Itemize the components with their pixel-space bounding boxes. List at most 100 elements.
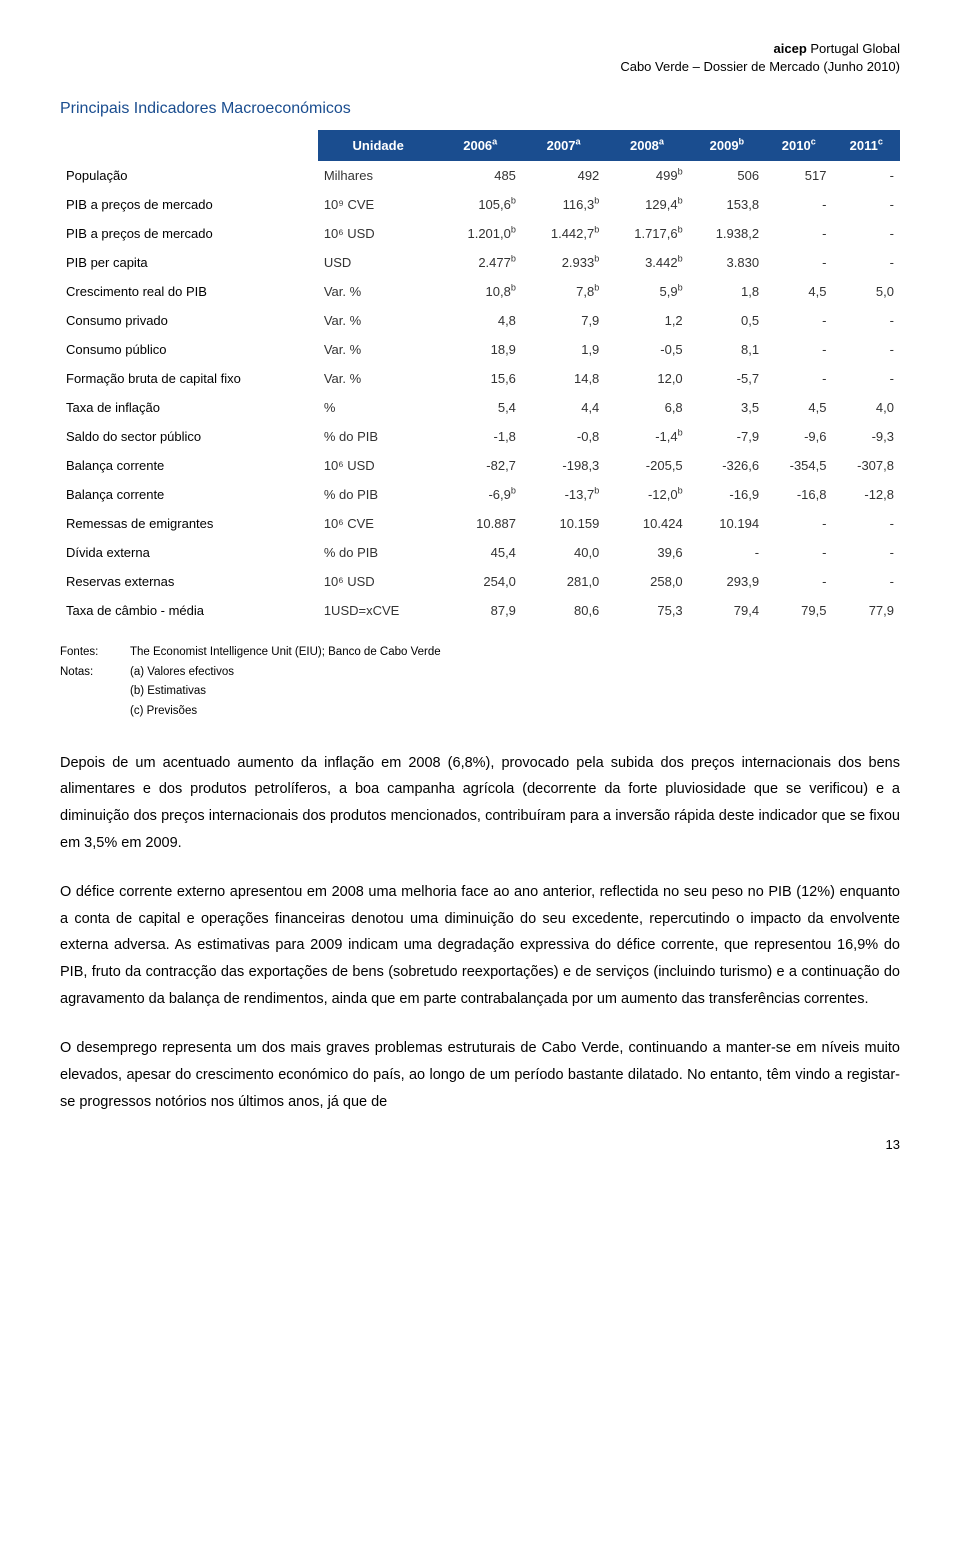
table-row: Remessas de emigrantes10⁶ CVE10.88710.15… xyxy=(60,509,900,538)
row-value: 45,4 xyxy=(439,538,522,567)
footnote-notas-a: Notas: (a) Valores efectivos xyxy=(60,663,900,683)
row-value: -9,3 xyxy=(832,422,900,451)
indicators-table: Unidade2006a2007a2008a2009b2010c2011c Po… xyxy=(60,130,900,625)
row-value: -354,5 xyxy=(765,451,832,480)
row-value: - xyxy=(765,335,832,364)
row-label: Crescimento real do PIB xyxy=(60,277,318,306)
row-value: - xyxy=(832,364,900,393)
row-unit: 10⁹ CVE xyxy=(318,190,439,219)
row-value: -307,8 xyxy=(832,451,900,480)
row-label: Reservas externas xyxy=(60,567,318,596)
row-label: Dívida externa xyxy=(60,538,318,567)
row-value: 1.938,2 xyxy=(689,219,765,248)
row-value: -205,5 xyxy=(605,451,688,480)
row-value: -198,3 xyxy=(522,451,605,480)
row-label: Balança corrente xyxy=(60,480,318,509)
row-value: 3.830 xyxy=(689,248,765,277)
row-unit: % do PIB xyxy=(318,538,439,567)
row-value: - xyxy=(765,219,832,248)
table-row: Saldo do sector público% do PIB-1,8-0,8-… xyxy=(60,422,900,451)
header-org-bold: aicep xyxy=(774,41,807,56)
row-value: 6,8 xyxy=(605,393,688,422)
paragraph: O desemprego representa um dos mais grav… xyxy=(60,1035,900,1115)
row-label: Balança corrente xyxy=(60,451,318,480)
row-value: -13,7b xyxy=(522,480,605,509)
row-value: 5,9b xyxy=(605,277,688,306)
row-value: 15,6 xyxy=(439,364,522,393)
row-value: 254,0 xyxy=(439,567,522,596)
header-superscript: c xyxy=(811,137,816,147)
row-value: 7,9 xyxy=(522,306,605,335)
row-value: 87,9 xyxy=(439,596,522,625)
row-value: 5,0 xyxy=(832,277,900,306)
row-unit: 10⁶ USD xyxy=(318,567,439,596)
row-value: 517 xyxy=(765,161,832,190)
row-value: 105,6b xyxy=(439,190,522,219)
value-superscript: b xyxy=(678,428,683,438)
table-header-cell: 2011c xyxy=(832,130,900,161)
table-header-cell: 2007a xyxy=(522,130,605,161)
row-value: 499b xyxy=(605,161,688,190)
table-header-cell: 2009b xyxy=(689,130,765,161)
row-value: 80,6 xyxy=(522,596,605,625)
row-value: 153,8 xyxy=(689,190,765,219)
header-org: aicep Portugal Global xyxy=(60,40,900,58)
row-value: -16,9 xyxy=(689,480,765,509)
row-value: -0,5 xyxy=(605,335,688,364)
row-value: - xyxy=(832,190,900,219)
row-value: - xyxy=(832,335,900,364)
row-unit: Var. % xyxy=(318,277,439,306)
table-row: Reservas externas10⁶ USD254,0281,0258,02… xyxy=(60,567,900,596)
footnote-text: (a) Valores efectivos xyxy=(130,663,234,683)
row-value: 506 xyxy=(689,161,765,190)
row-value: 7,8b xyxy=(522,277,605,306)
row-value: - xyxy=(832,538,900,567)
row-value: - xyxy=(689,538,765,567)
value-superscript: b xyxy=(511,225,516,235)
table-row: PIB a preços de mercado10⁶ USD1.201,0b1.… xyxy=(60,219,900,248)
row-label: Consumo privado xyxy=(60,306,318,335)
footnote-text: (b) Estimativas xyxy=(130,682,206,702)
header-org-rest: Portugal Global xyxy=(807,41,900,56)
row-value: -6,9b xyxy=(439,480,522,509)
row-label: Remessas de emigrantes xyxy=(60,509,318,538)
table-row: PopulaçãoMilhares485492499b506517- xyxy=(60,161,900,190)
value-superscript: b xyxy=(594,225,599,235)
row-value: 1,2 xyxy=(605,306,688,335)
row-value: 116,3b xyxy=(522,190,605,219)
row-label: PIB a preços de mercado xyxy=(60,190,318,219)
row-label: Taxa de inflação xyxy=(60,393,318,422)
row-value: - xyxy=(765,364,832,393)
footnote-notas-c: (c) Previsões xyxy=(60,702,900,722)
table-row: Consumo públicoVar. %18,91,9-0,58,1-- xyxy=(60,335,900,364)
row-value: -5,7 xyxy=(689,364,765,393)
row-value: 492 xyxy=(522,161,605,190)
value-superscript: b xyxy=(594,486,599,496)
footnote-text: The Economist Intelligence Unit (EIU); B… xyxy=(130,643,441,663)
row-unit: % xyxy=(318,393,439,422)
row-value: 1,8 xyxy=(689,277,765,306)
row-unit: USD xyxy=(318,248,439,277)
table-header-cell: Unidade xyxy=(318,130,439,161)
value-superscript: b xyxy=(678,225,683,235)
row-value: 79,5 xyxy=(765,596,832,625)
row-value: 2.477b xyxy=(439,248,522,277)
header-superscript: a xyxy=(659,137,664,147)
row-unit: % do PIB xyxy=(318,480,439,509)
row-value: 0,5 xyxy=(689,306,765,335)
row-value: - xyxy=(832,306,900,335)
row-label: Saldo do sector público xyxy=(60,422,318,451)
row-value: 293,9 xyxy=(689,567,765,596)
row-value: 39,6 xyxy=(605,538,688,567)
row-value: - xyxy=(765,190,832,219)
value-superscript: b xyxy=(678,254,683,264)
row-value: 5,4 xyxy=(439,393,522,422)
row-value: -12,8 xyxy=(832,480,900,509)
row-value: 40,0 xyxy=(522,538,605,567)
row-value: -1,8 xyxy=(439,422,522,451)
row-value: -9,6 xyxy=(765,422,832,451)
value-superscript: b xyxy=(594,254,599,264)
row-value: -16,8 xyxy=(765,480,832,509)
row-value: 18,9 xyxy=(439,335,522,364)
table-header-cell xyxy=(60,130,318,161)
